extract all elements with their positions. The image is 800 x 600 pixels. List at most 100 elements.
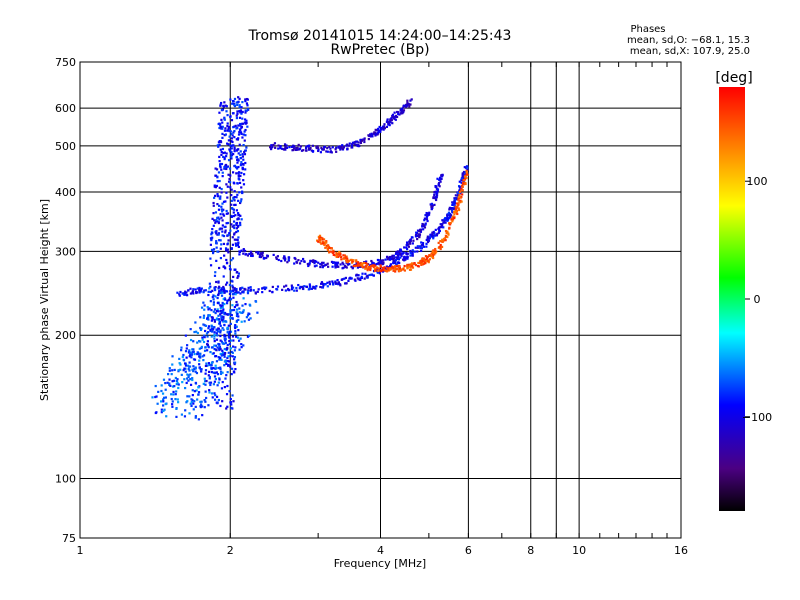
echo-point: [464, 175, 467, 178]
echo-point: [203, 399, 206, 402]
echo-point: [208, 287, 211, 290]
echo-point: [414, 233, 418, 237]
echo-point: [363, 277, 366, 280]
echo-point: [206, 306, 209, 309]
echo-point: [413, 250, 416, 253]
echo-point: [229, 298, 233, 301]
echo-point: [460, 184, 464, 187]
echo-point: [166, 381, 169, 384]
echo-point: [309, 259, 312, 262]
echo-point: [418, 245, 422, 248]
echo-point: [154, 395, 157, 399]
echo-point: [225, 302, 229, 305]
echo-point: [220, 358, 223, 361]
echo-point: [360, 275, 363, 278]
echo-point: [226, 299, 229, 303]
echo-point: [394, 270, 397, 273]
echo-point: [436, 177, 439, 180]
echo-point: [191, 290, 195, 293]
echo-point: [254, 291, 257, 294]
echo-point: [221, 349, 224, 352]
echo-point: [387, 122, 390, 125]
echo-point: [235, 300, 238, 304]
echo-point: [451, 220, 454, 223]
echo-point: [232, 131, 235, 134]
echo-point: [287, 287, 290, 291]
echo-point: [403, 246, 406, 249]
echo-point: [216, 180, 219, 183]
echo-point: [215, 168, 219, 171]
echo-point: [410, 98, 413, 101]
echo-point: [461, 175, 464, 178]
colorbar-label: [deg]: [715, 70, 752, 86]
echo-point: [230, 155, 233, 159]
echo-point: [186, 344, 189, 347]
echo-point: [347, 144, 350, 147]
echo-point: [237, 245, 240, 249]
echo-point: [233, 291, 236, 294]
echo-point: [322, 264, 325, 267]
echo-point: [229, 354, 232, 357]
echo-point: [234, 268, 237, 271]
echo-point: [220, 208, 223, 211]
echo-point: [242, 179, 245, 182]
echo-point: [224, 249, 228, 252]
echo-point: [164, 396, 167, 399]
echo-point: [447, 232, 450, 235]
echo-point: [279, 146, 282, 149]
echo-point: [444, 234, 447, 237]
echo-point: [240, 198, 243, 201]
echo-point: [162, 404, 165, 407]
echo-point: [224, 231, 227, 234]
echo-point: [355, 143, 358, 146]
echo-point: [202, 340, 206, 344]
echo-point: [215, 310, 218, 313]
echo-point: [221, 400, 224, 403]
echo-point: [286, 261, 289, 264]
echo-point: [225, 313, 228, 316]
echo-point: [213, 333, 216, 337]
echo-point: [441, 173, 444, 176]
echo-point: [323, 264, 327, 267]
echo-point: [226, 384, 229, 388]
echo-point: [348, 277, 351, 280]
echo-point: [338, 254, 342, 257]
echo-point: [207, 290, 210, 293]
echo-point: [361, 265, 364, 268]
echo-point: [426, 237, 429, 240]
echo-point: [376, 269, 379, 273]
echo-point: [210, 392, 214, 395]
echo-point: [244, 111, 247, 114]
echo-point: [426, 255, 430, 258]
echo-point: [230, 199, 233, 202]
echo-point: [226, 327, 229, 330]
echo-point: [409, 103, 412, 106]
echo-point: [222, 214, 226, 217]
echo-point: [391, 122, 394, 125]
echo-point: [416, 229, 420, 232]
echo-point: [400, 250, 403, 253]
echo-point: [230, 157, 233, 160]
echo-point: [179, 363, 182, 366]
echo-point: [380, 128, 383, 131]
echo-point: [218, 348, 221, 352]
echo-point: [206, 316, 209, 320]
echo-point: [176, 398, 179, 401]
echo-point: [232, 290, 235, 293]
echo-point: [308, 283, 311, 286]
echo-point: [341, 278, 344, 281]
echo-point: [189, 373, 192, 376]
echo-point: [194, 405, 197, 408]
echo-point: [211, 330, 214, 333]
echo-point: [196, 287, 199, 290]
echo-point: [281, 147, 284, 150]
echo-point: [231, 394, 234, 397]
echo-point: [226, 234, 229, 237]
echo-point: [463, 166, 466, 169]
echo-point: [406, 99, 409, 102]
echo-point: [173, 385, 176, 388]
echo-point: [307, 148, 311, 151]
echo-point: [237, 199, 240, 202]
echo-point: [222, 311, 225, 314]
